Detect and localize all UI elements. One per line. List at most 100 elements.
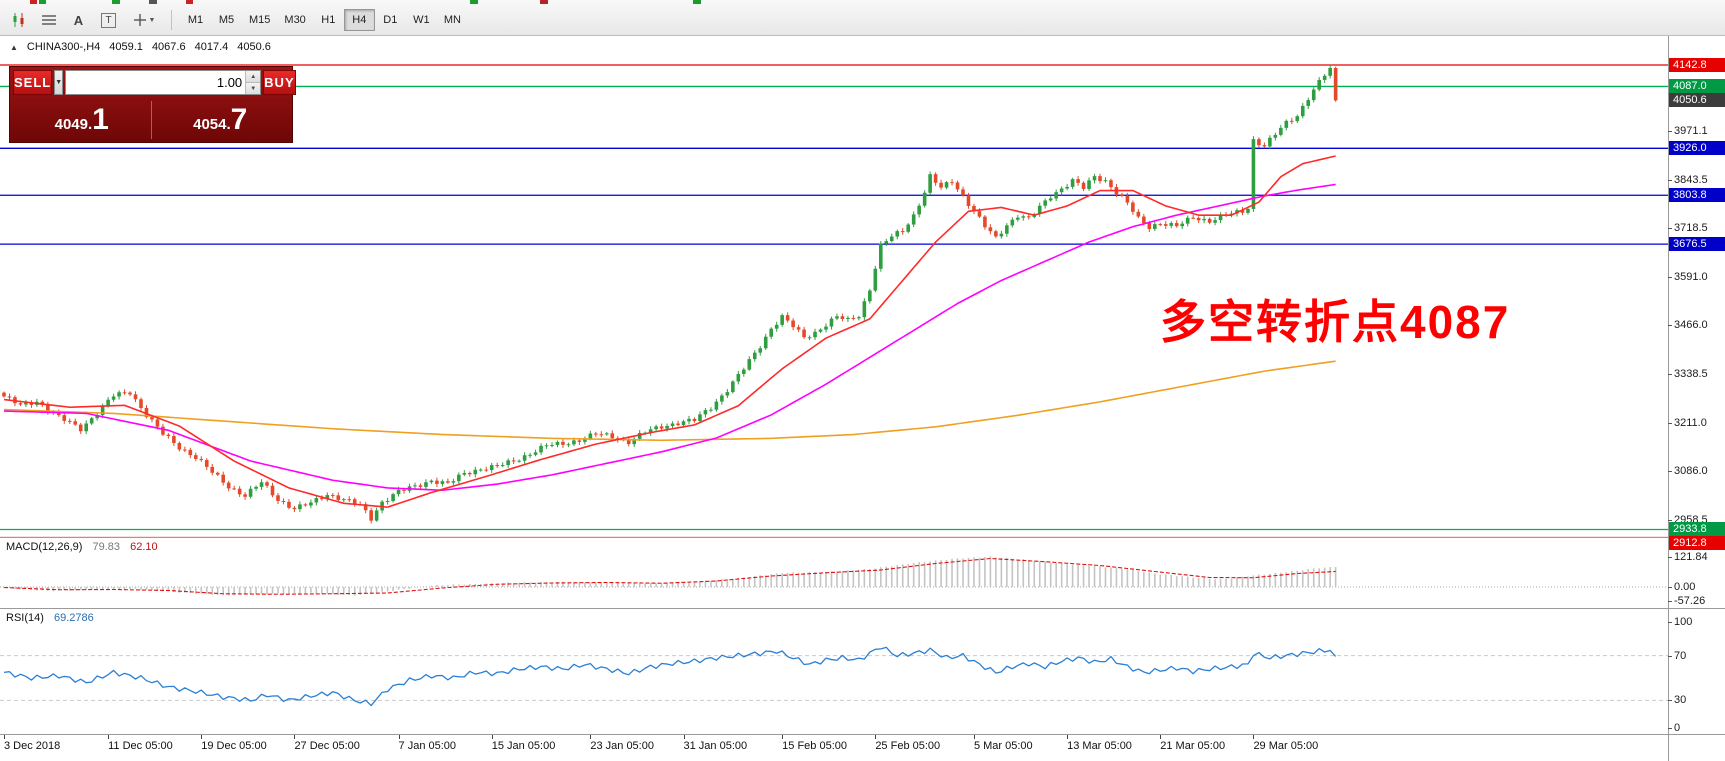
- volume-stepper: ▲ ▼: [245, 71, 261, 94]
- time-axis-label: 3 Dec 2018: [4, 740, 61, 752]
- clipped-icon-fragment: [693, 0, 701, 4]
- clipped-icon-fragment: [470, 0, 478, 4]
- macd-tick-mark: [1668, 556, 1672, 558]
- ohlc-close: 4050.6: [237, 41, 271, 53]
- price-tick-mark: [1668, 325, 1672, 327]
- time-tick-mark: [491, 735, 493, 739]
- macd-tick-mark: [1668, 601, 1672, 603]
- price-tick-mark: [1668, 277, 1672, 278]
- time-tick-mark: [1253, 735, 1255, 739]
- price-line-label: 3926.0: [1669, 141, 1725, 156]
- time-axis-label: 27 Dec 05:00: [294, 740, 360, 752]
- ma-fast-line: [3, 155, 1336, 508]
- time-tick-mark: [590, 735, 592, 739]
- label-tool-icon[interactable]: T: [95, 8, 122, 32]
- time-axis-label: 11 Dec 05:00: [108, 740, 173, 752]
- toolbar: A T ▼ M1 M5 M15 M30 H1 H4 D1 W1 MN: [0, 0, 1725, 36]
- clipped-icon-fragment: [112, 0, 120, 4]
- time-tick-mark: [1067, 735, 1069, 739]
- ask-price-big-digit: 7: [230, 103, 248, 136]
- price-line-label: 2933.8: [1669, 522, 1725, 537]
- time-axis-label: 25 Feb 05:00: [875, 740, 941, 752]
- charts-toolbar-row: A T ▼ M1 M5 M15 M30 H1 H4 D1 W1 MN: [5, 7, 468, 33]
- volume-input[interactable]: [66, 71, 246, 94]
- ask-price-prefix: 4054.: [193, 116, 231, 133]
- toolbar-separator: [171, 10, 172, 30]
- ohlc-high: 4067.6: [151, 41, 186, 53]
- symbol-ohlc-line: ▲ CHINA300-,H4 4059.1 4067.6 4017.4 4050…: [10, 41, 271, 53]
- timeframe-button-H4[interactable]: H4: [343, 9, 375, 31]
- price-tick-mark: [1668, 471, 1672, 473]
- one-click-trading-panel: SELL ▼ ▲ ▼ BUY 4049. 1 4054. 7: [9, 66, 296, 143]
- time-tick-mark: [4, 735, 5, 739]
- rsi-tick-label: 70: [1674, 649, 1687, 662]
- price-divider: [150, 101, 152, 139]
- time-axis-label: 15 Feb 05:00: [782, 740, 847, 752]
- price-chart-canvas[interactable]: [0, 36, 1668, 537]
- candlestick-chart-icon[interactable]: [5, 8, 32, 32]
- clipped-icon-fragment: [30, 0, 37, 4]
- price-tick-label: 3338.5: [1674, 368, 1708, 380]
- volume-preset-dropdown[interactable]: ▼: [54, 70, 64, 95]
- rsi-tick-mark: [1668, 728, 1672, 729]
- time-axis-label: 23 Jan 05:00: [590, 740, 654, 752]
- ma-mid-line: [3, 183, 1336, 492]
- timeframe-button-D1[interactable]: D1: [383, 14, 398, 26]
- timeframe-button-H1[interactable]: H1: [321, 14, 336, 26]
- timeframe-button-W1[interactable]: W1: [413, 14, 430, 26]
- timeframe-button-M30[interactable]: M30: [284, 14, 306, 26]
- ask-price: 4054. 7: [152, 105, 290, 135]
- timeframe-button-M15[interactable]: M15: [249, 14, 271, 26]
- price-tick-mark: [1668, 374, 1672, 375]
- time-axis-border: [0, 734, 1725, 735]
- rsi-value: 69.2786: [53, 612, 94, 624]
- rsi-tick-mark: [1668, 655, 1672, 657]
- sell-button[interactable]: SELL: [13, 70, 53, 95]
- time-tick-mark: [294, 735, 296, 739]
- buy-button[interactable]: BUY: [263, 70, 296, 95]
- bid-price: 4049. 1: [13, 105, 151, 135]
- pane-splitter-rsi[interactable]: [0, 608, 1725, 609]
- rsi-name: RSI(14): [6, 612, 44, 624]
- volume-box: ▲ ▼: [65, 70, 262, 95]
- price-tick-label: 3591.0: [1674, 271, 1708, 283]
- time-tick-mark: [782, 735, 784, 739]
- timeframe-button-MN[interactable]: MN: [443, 14, 461, 26]
- macd-tick-label: -57.26: [1674, 595, 1706, 608]
- time-tick-mark: [875, 735, 877, 739]
- price-line-label: 4142.8: [1669, 58, 1725, 72]
- volume-up-button[interactable]: ▲: [246, 71, 261, 83]
- timeframe-button-M5[interactable]: M5: [218, 14, 235, 26]
- price-line-label: 4087.0: [1669, 79, 1725, 94]
- candlestick-glyph: [13, 13, 23, 27]
- rsi-chart-canvas[interactable]: [0, 609, 1668, 734]
- price-line-label: 3676.5: [1669, 237, 1725, 252]
- time-axis-label: 19 Dec 05:00: [201, 740, 267, 752]
- clipped-icon-fragment: [149, 0, 157, 4]
- price-tick-label: 3211.0: [1674, 416, 1707, 429]
- list-glyph: [41, 15, 56, 25]
- volume-down-button[interactable]: ▼: [246, 83, 261, 94]
- time-axis-label: 29 Mar 05:00: [1253, 740, 1319, 752]
- time-tick-mark: [1160, 735, 1162, 739]
- time-tick-mark: [108, 735, 110, 739]
- clipped-icon-fragment: [540, 0, 548, 4]
- time-axis-label: 31 Jan 05:00: [683, 740, 748, 752]
- label-tool-glyph: T: [101, 12, 116, 28]
- price-line-label: 4050.6: [1669, 93, 1725, 108]
- timeframe-button-M1[interactable]: M1: [187, 14, 204, 26]
- time-tick-mark: [201, 735, 203, 739]
- macd-chart-canvas[interactable]: [0, 538, 1668, 608]
- price-tick-label: 3718.5: [1674, 222, 1708, 235]
- rsi-tick-label: 30: [1674, 694, 1687, 707]
- indicators-list-icon[interactable]: [35, 8, 62, 32]
- collapse-arrow-icon[interactable]: ▲: [10, 42, 18, 52]
- pane-splitter-macd[interactable]: [0, 537, 1725, 538]
- text-tool-icon[interactable]: A: [73, 12, 84, 28]
- crosshair-tool-icon[interactable]: ▼: [125, 8, 163, 32]
- macd-signal-line: [3, 557, 1336, 595]
- clipped-icon-fragment: [186, 0, 193, 4]
- price-tick-mark: [1668, 520, 1672, 521]
- macd-main-value: 79.83: [92, 541, 121, 553]
